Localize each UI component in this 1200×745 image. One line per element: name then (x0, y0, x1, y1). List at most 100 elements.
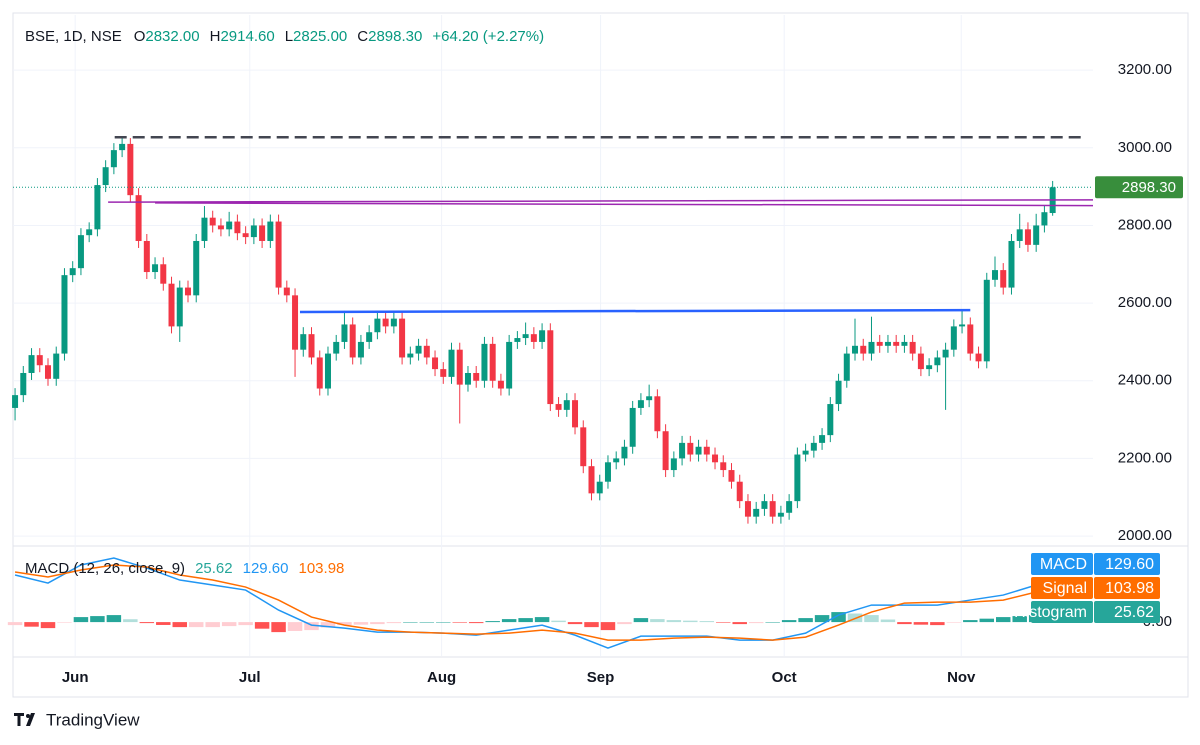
candle-body (432, 357, 439, 370)
candle-body (761, 501, 768, 509)
candle-body (415, 345, 422, 354)
x-tick-label: Jul (239, 669, 261, 686)
candle-body (744, 501, 751, 517)
histogram-bar (123, 619, 138, 623)
candle-body (876, 341, 883, 346)
x-tick-label: Oct (772, 669, 797, 686)
candle-body (637, 400, 644, 408)
candle-body (720, 462, 727, 471)
candle-body (1016, 229, 1023, 241)
histogram-bar (633, 618, 649, 623)
candle-body (300, 334, 307, 350)
histogram-bar (188, 622, 204, 628)
candle-body (917, 353, 924, 370)
candle-body (950, 326, 957, 350)
brand-name: TradingView (46, 710, 140, 729)
histogram-bar (798, 618, 813, 623)
candle-body (843, 353, 850, 381)
candle-body (687, 442, 694, 455)
candle-body (530, 334, 537, 342)
histogram-bar (57, 622, 72, 623)
candle-body (753, 508, 760, 517)
candle-body (489, 343, 496, 381)
last-price-label: 2898.30 (1122, 179, 1176, 196)
histogram-bar (337, 622, 352, 626)
candle-body (983, 279, 990, 362)
candle-body (967, 324, 974, 354)
histogram-bar (287, 622, 303, 631)
candle-body (36, 355, 43, 366)
indicator-value: 129.60 (243, 560, 289, 577)
candle-body (382, 318, 389, 327)
histogram-bar (600, 622, 616, 631)
x-tick-label: Nov (947, 669, 976, 686)
candle-body (728, 470, 735, 482)
histogram-bar (106, 615, 122, 623)
candle-body (201, 217, 208, 241)
histogram-bar (40, 622, 56, 629)
candle-body (160, 264, 167, 284)
candle-body (670, 458, 677, 471)
histogram-bar (534, 617, 550, 623)
drawn-line (155, 202, 1094, 207)
y-tick-label: 2800.00 (1118, 216, 1172, 233)
candle-body (349, 324, 356, 358)
candle-body (308, 334, 315, 358)
ohlc-value: 2914.60 (220, 28, 274, 45)
y-tick-label: 3200.00 (1118, 61, 1172, 78)
candle-body (555, 404, 562, 410)
candle-body (572, 400, 579, 428)
candle-body (242, 233, 249, 238)
legend-box (1031, 577, 1093, 599)
candle-body (464, 372, 471, 385)
candle-body (819, 435, 826, 443)
candle-body (390, 318, 397, 327)
y-tick-label: 2000.00 (1118, 527, 1172, 544)
histogram-bar (90, 616, 105, 623)
candle-body (506, 341, 513, 389)
histogram-bar (403, 622, 418, 623)
candle-body (61, 275, 68, 354)
candle-body (423, 345, 430, 358)
candle-body (1041, 212, 1048, 226)
candle-body (234, 221, 241, 234)
candle-body (333, 341, 340, 354)
candle-body (769, 501, 776, 517)
candle-body (901, 341, 908, 346)
ohlc-label: C (357, 28, 368, 45)
histogram-bar (551, 620, 566, 623)
candle-body (440, 369, 447, 377)
histogram-bar (419, 622, 435, 623)
candle-body (94, 185, 101, 230)
candle-body (250, 225, 257, 238)
candle-body (604, 462, 611, 482)
candle-body (168, 283, 175, 327)
histogram-bar (238, 622, 253, 626)
candle-body (703, 446, 710, 455)
candle-body (259, 225, 266, 241)
candle-body (786, 501, 793, 513)
histogram-bar (501, 619, 517, 623)
candle-body (209, 217, 216, 226)
candle-body (539, 330, 546, 342)
candle-body (193, 240, 200, 296)
candle-body (514, 338, 521, 342)
candle-body (497, 380, 504, 389)
candle-body (135, 195, 142, 241)
histogram-bar (996, 617, 1011, 623)
candle-body (992, 270, 999, 280)
histogram-bar (139, 622, 155, 624)
macd-title: MACD (12, 26, close, 9) 25.62 129.60 103.98 (25, 560, 344, 577)
candle-body (547, 330, 554, 405)
histogram-bar (617, 622, 632, 625)
legend-name: Signal (1043, 580, 1087, 597)
candle-body (127, 143, 134, 196)
x-tick-label: Jun (62, 669, 89, 686)
y-tick-label: 2400.00 (1118, 372, 1172, 389)
candle-body (712, 454, 719, 463)
candle-body (909, 341, 916, 354)
histogram-bar (485, 621, 500, 623)
candle-body (324, 353, 331, 389)
histogram-bar (172, 622, 187, 628)
candle-body (934, 357, 941, 366)
